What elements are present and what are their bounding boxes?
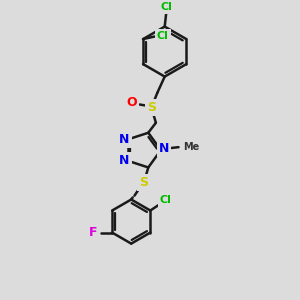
Text: O: O — [126, 96, 137, 109]
Text: F: F — [89, 226, 98, 239]
Text: N: N — [159, 142, 169, 155]
Text: N: N — [119, 154, 130, 167]
Text: Cl: Cl — [160, 195, 172, 205]
Text: N: N — [119, 133, 130, 146]
Text: Me: Me — [183, 142, 199, 152]
Text: Cl: Cl — [160, 2, 172, 12]
Text: S: S — [147, 101, 156, 114]
Text: Cl: Cl — [157, 31, 169, 41]
Text: S: S — [140, 176, 148, 189]
